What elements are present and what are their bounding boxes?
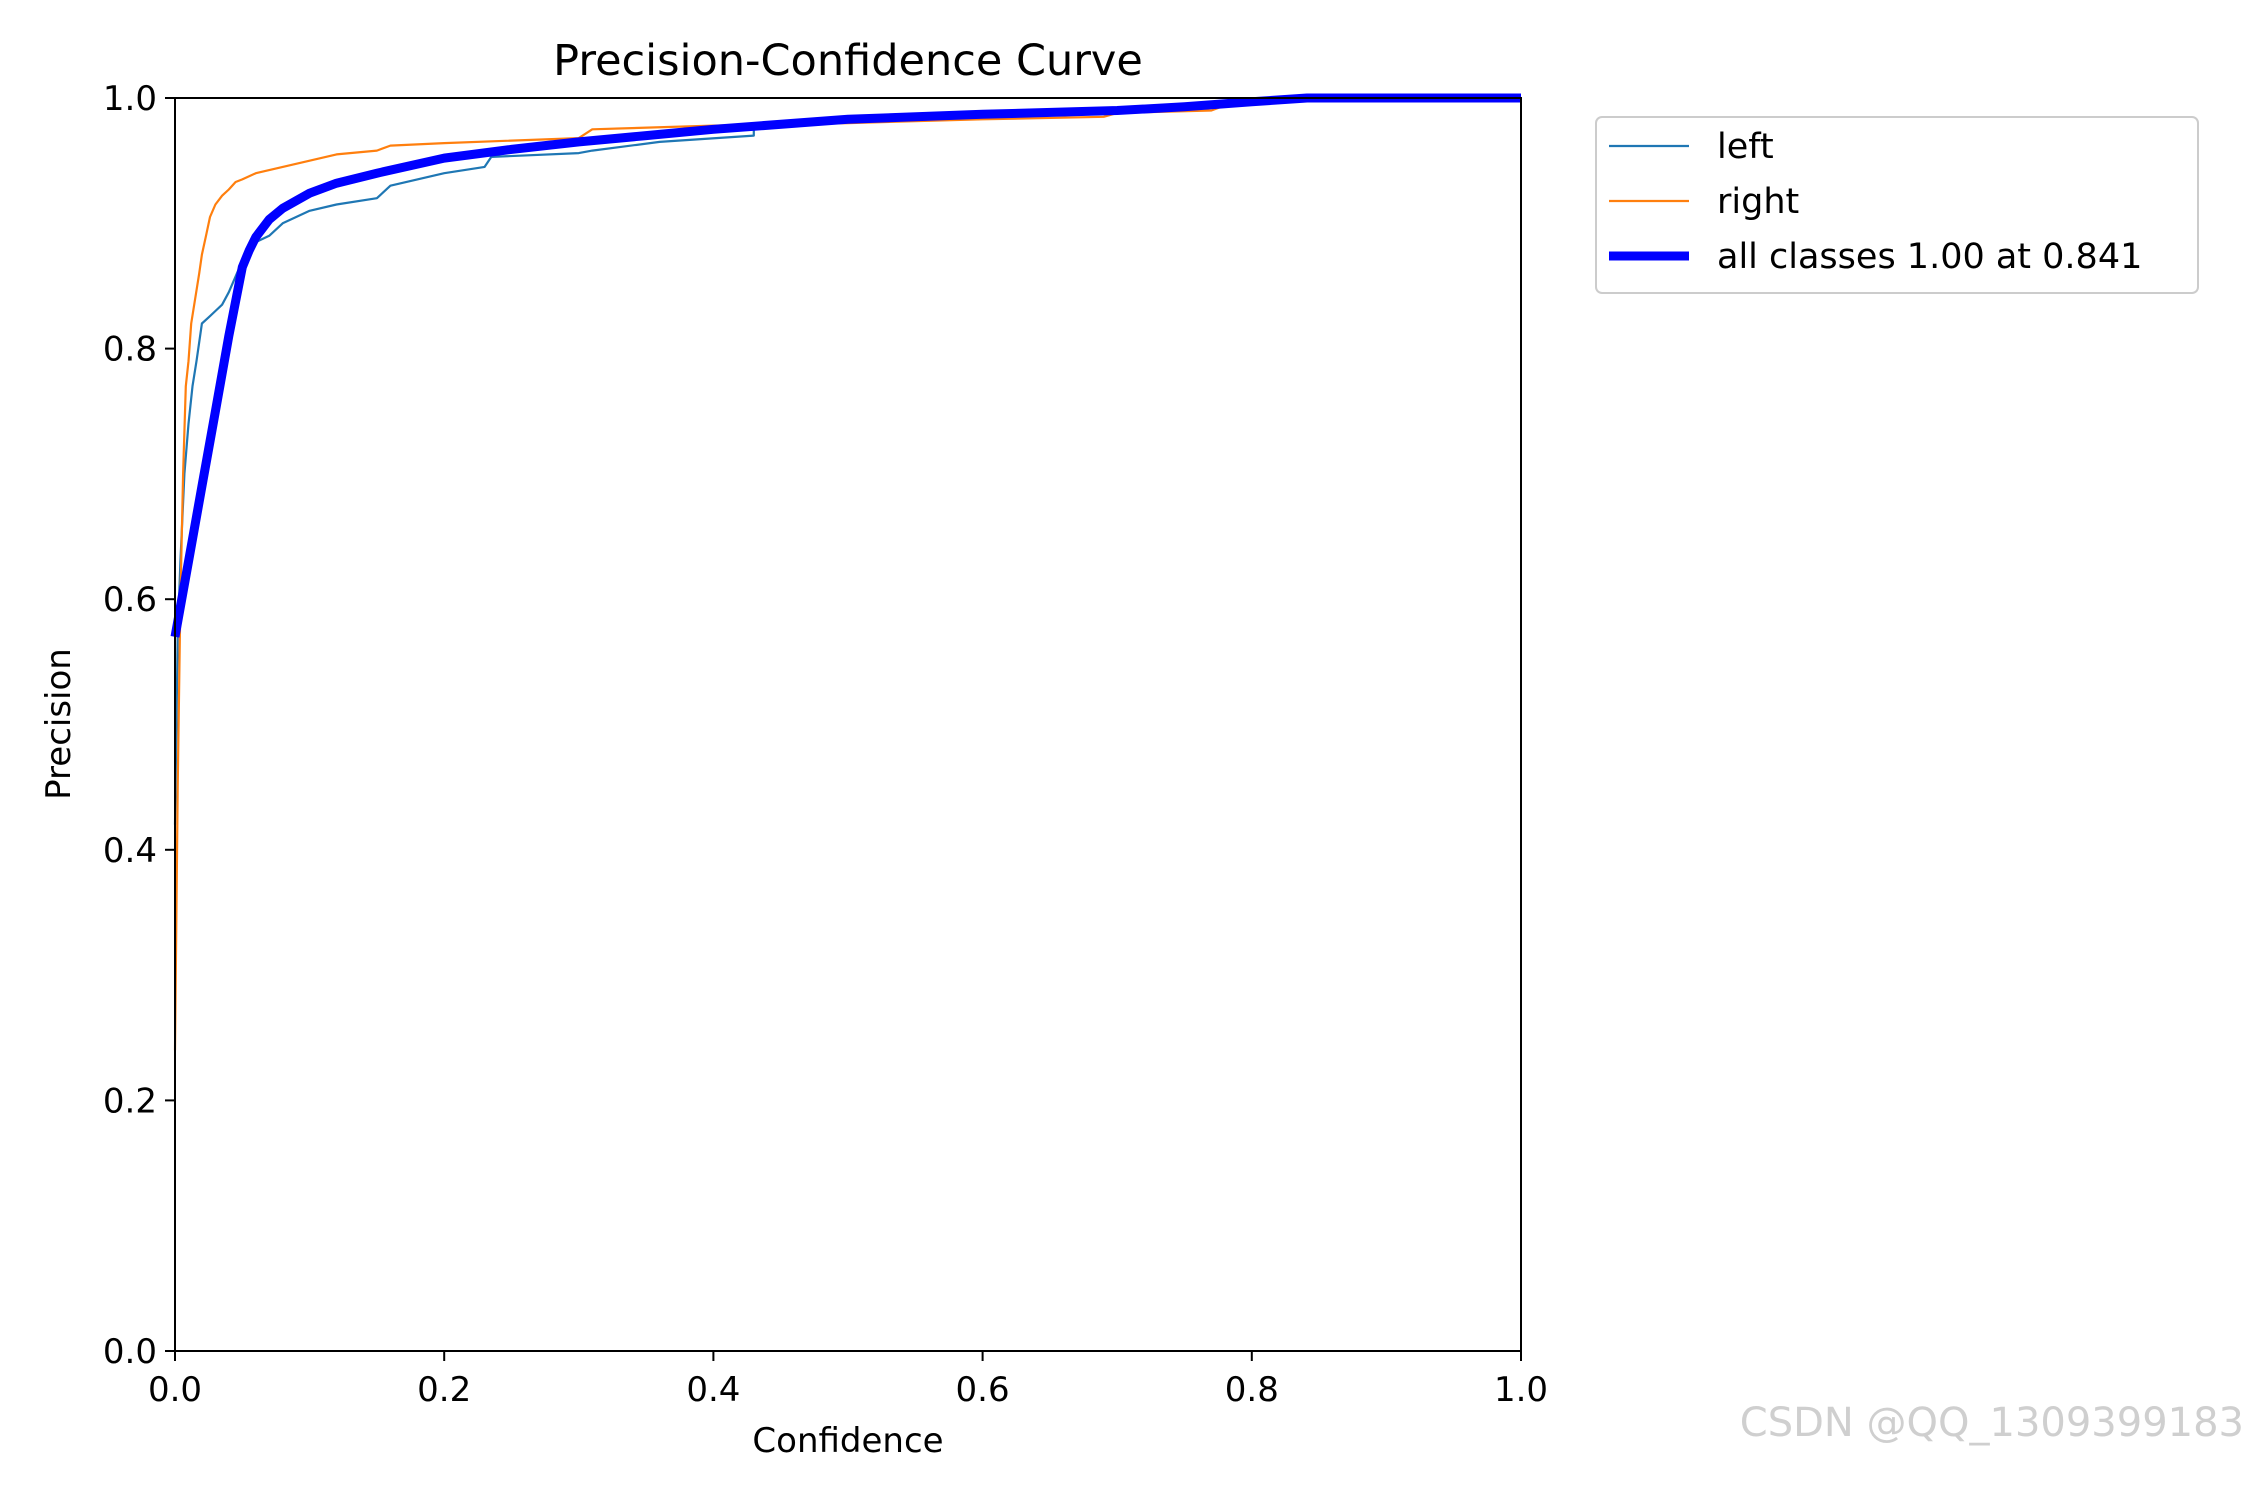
- x-tick-label: 0.2: [417, 1370, 471, 1410]
- x-tick-label: 0.0: [148, 1370, 202, 1410]
- x-tick-label: 0.6: [956, 1370, 1010, 1410]
- legend: left right all classes 1.00 at 0.841: [1595, 116, 2199, 294]
- x-tick-label: 1.0: [1494, 1370, 1548, 1410]
- x-tick-label: 0.8: [1225, 1370, 1279, 1410]
- plot-frame: [174, 97, 1522, 1352]
- y-tick-label: 0.8: [103, 330, 157, 370]
- watermark: CSDN @QQ_1309399183: [1739, 1400, 2244, 1446]
- y-axis: 0.0 0.2 0.4 0.6 0.8 1.0: [103, 79, 175, 1372]
- x-axis: 0.0 0.2 0.4 0.6 0.8 1.0: [148, 1351, 1548, 1410]
- y-tick-label: 0.6: [103, 580, 157, 620]
- series-layer: [170, 93, 1521, 1051]
- legend-entries: left right all classes 1.00 at 0.841: [1609, 127, 2142, 277]
- y-tick-label: 0.0: [103, 1332, 157, 1372]
- legend-label-all-classes: all classes 1.00 at 0.841: [1717, 237, 2142, 277]
- y-tick-label: 0.2: [103, 1081, 157, 1121]
- chart-title: Precision-Confidence Curve: [553, 36, 1143, 86]
- x-axis-label: Confidence: [752, 1421, 943, 1461]
- x-tick-label: 0.4: [686, 1370, 740, 1410]
- y-tick-label: 1.0: [103, 79, 157, 119]
- legend-label-left: left: [1717, 127, 1774, 167]
- series-line-left: [173, 96, 1521, 825]
- y-axis-label: Precision: [39, 648, 79, 800]
- series-line-right: [173, 96, 1521, 1051]
- series-line-all-classes: [170, 93, 1521, 638]
- y-tick-label: 0.4: [103, 831, 157, 871]
- legend-box: [1595, 116, 2199, 294]
- legend-label-right: right: [1717, 182, 1799, 222]
